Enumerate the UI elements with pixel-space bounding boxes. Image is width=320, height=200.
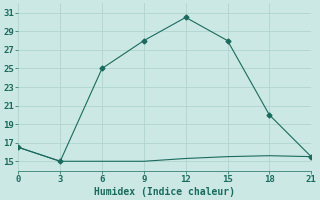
X-axis label: Humidex (Indice chaleur): Humidex (Indice chaleur) [94,186,235,197]
